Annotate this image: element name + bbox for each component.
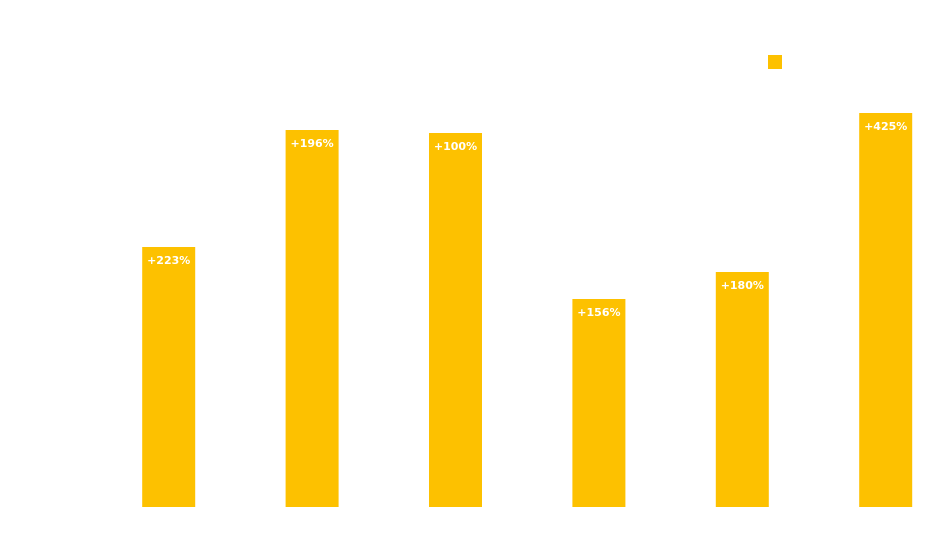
bar [859,113,913,507]
bar-label: +223% [147,254,190,267]
bar-label: +156% [577,306,620,319]
bar [285,130,339,507]
bar [572,299,626,507]
bar-label: +100% [434,140,477,153]
bar-label: +425% [864,120,907,133]
bar-label: +196% [290,137,333,150]
bar [429,133,482,507]
bar [142,247,196,507]
bar [715,272,769,507]
legend-swatch [768,55,782,69]
bar-label: +180% [721,279,764,292]
